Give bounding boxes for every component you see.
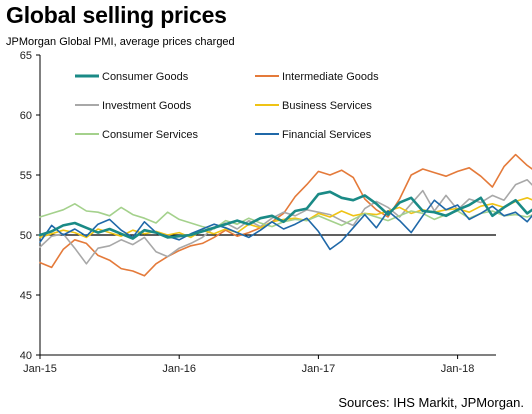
x-tick-label: Jan-15 — [23, 363, 57, 375]
source-note: Sources: IHS Markit, JPMorgan. — [338, 395, 524, 410]
chart-title: Global selling prices — [6, 2, 227, 28]
chart-series-lines — [38, 153, 532, 277]
chart-legend: Consumer Goods Intermediate Goods Investme… — [75, 71, 379, 141]
legend-label: Intermediate Goods — [282, 71, 379, 83]
series-line-intermediate-goods — [39, 153, 532, 277]
x-tick-label: Jan-16 — [162, 363, 196, 375]
y-tick-label: 50 — [20, 230, 32, 242]
series-line-business-services — [39, 197, 532, 239]
series-line-consumer-services — [39, 203, 532, 230]
y-tick-label: 45 — [20, 290, 32, 302]
y-tick-label: 55 — [20, 170, 32, 182]
legend-label: Business Services — [282, 100, 372, 112]
chart-subtitle: JPMorgan Global PMI, average prices char… — [6, 36, 235, 48]
legend-label: Consumer Goods — [102, 71, 189, 83]
y-tick-label: 65 — [20, 50, 32, 62]
x-tick-label: Jan-18 — [441, 363, 475, 375]
series-line-consumer-goods — [38, 190, 532, 240]
series-line-financial-services — [39, 199, 532, 251]
x-tick-label: Jan-17 — [302, 363, 336, 375]
legend-label: Investment Goods — [102, 100, 192, 112]
legend-label: Consumer Services — [102, 129, 198, 141]
legend-label: Financial Services — [282, 129, 372, 141]
y-tick-label: 40 — [20, 350, 32, 362]
series-line-investment-goods — [39, 179, 532, 265]
y-tick-label: 60 — [20, 110, 32, 122]
